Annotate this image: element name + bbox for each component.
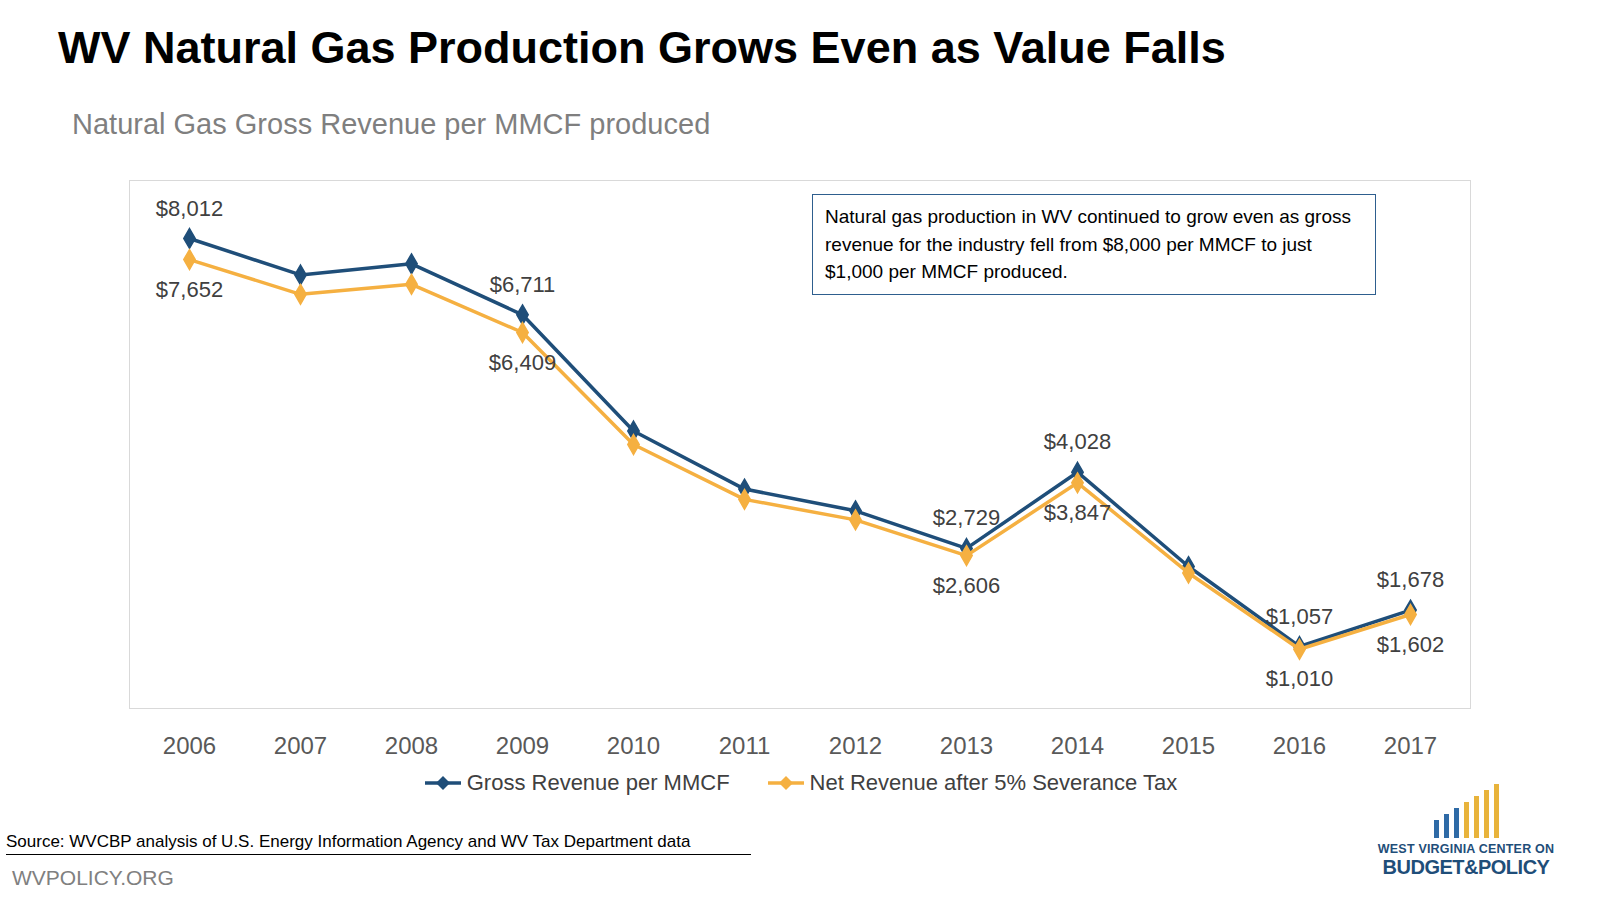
svg-text:2015: 2015 bbox=[1162, 732, 1215, 759]
html-text:Net Revenue after 5% Severance: Net Revenue after 5% Severance Tax bbox=[809, 770, 1178, 795]
html-text:BUDGET&POLICY: BUDGET&POLICY bbox=[1382, 856, 1550, 878]
svg-text:$4,028: $4,028 bbox=[1044, 429, 1111, 454]
svg-text:2014: 2014 bbox=[1051, 732, 1104, 759]
svg-text:2011: 2011 bbox=[719, 732, 771, 759]
svg-text:$6,711: $6,711 bbox=[490, 272, 556, 297]
svg-text:2009: 2009 bbox=[496, 732, 549, 759]
svg-text:2013: 2013 bbox=[940, 732, 993, 759]
html-text:Source: WVCBP analysis of U.S.: Source: WVCBP analysis of U.S. Energy In… bbox=[6, 832, 691, 851]
svg-text:$6,409: $6,409 bbox=[489, 350, 556, 375]
html-text:WEST VIRGINIA CENTER ON: WEST VIRGINIA CENTER ON bbox=[1377, 842, 1555, 856]
html-text:Natural gas production in WV c: Natural gas production in WV continued t… bbox=[825, 206, 1351, 283]
svg-text:2006: 2006 bbox=[163, 732, 216, 759]
svg-text:2016: 2016 bbox=[1273, 732, 1326, 759]
html-text:WVPOLICY.ORG: WVPOLICY.ORG bbox=[12, 866, 174, 889]
html-text:Natural Gas Gross Revenue per: Natural Gas Gross Revenue per MMCF produ… bbox=[72, 108, 711, 140]
svg-text:2017: 2017 bbox=[1384, 732, 1437, 759]
svg-text:$1,057: $1,057 bbox=[1266, 604, 1333, 629]
svg-text:2010: 2010 bbox=[607, 732, 660, 759]
html-text:Gross Revenue per MMCF: Gross Revenue per MMCF bbox=[466, 770, 730, 795]
svg-text:2008: 2008 bbox=[385, 732, 438, 759]
svg-text:$2,606: $2,606 bbox=[933, 573, 1000, 598]
svg-text:$8,012: $8,012 bbox=[156, 196, 223, 221]
svg-text:$7,652: $7,652 bbox=[156, 277, 223, 302]
svg-text:$1,010: $1,010 bbox=[1266, 666, 1333, 691]
html-text:WV Natural Gas Production Grow: WV Natural Gas Production Grows Even as … bbox=[58, 22, 1226, 73]
svg-text:2012: 2012 bbox=[829, 732, 882, 759]
svg-text:$1,602: $1,602 bbox=[1377, 632, 1444, 657]
svg-text:$3,847: $3,847 bbox=[1044, 500, 1111, 525]
svg-text:2007: 2007 bbox=[274, 732, 327, 759]
svg-text:$2,729: $2,729 bbox=[933, 505, 1000, 530]
svg-text:$1,678: $1,678 bbox=[1377, 567, 1444, 592]
